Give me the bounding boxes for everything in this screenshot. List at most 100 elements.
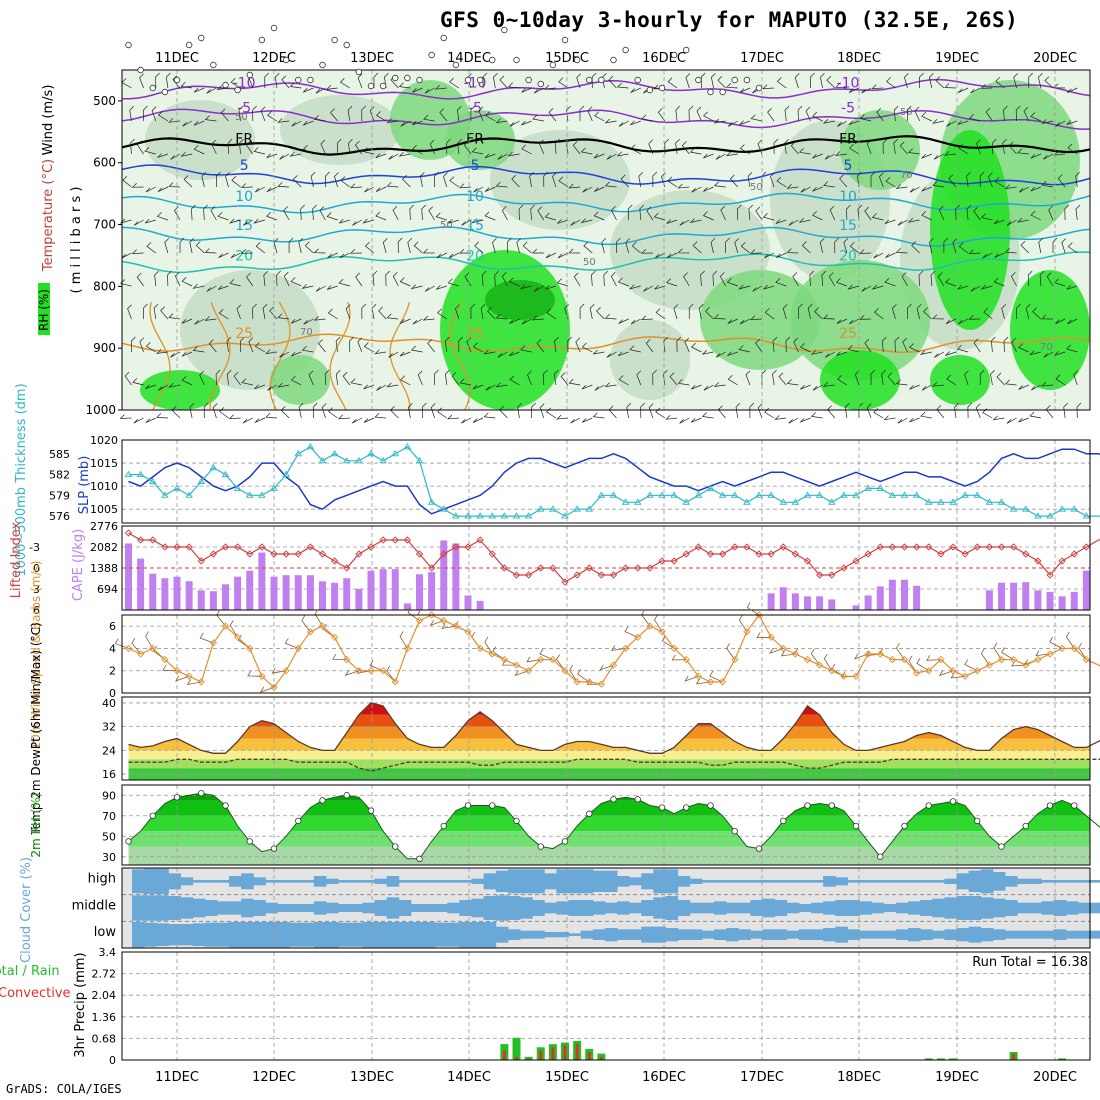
upper-wind-barb-78-10 <box>1076 402 1082 419</box>
upper-wind-barb-28-3 <box>459 183 472 189</box>
thickness-marker-51 <box>743 498 751 505</box>
upper-wind-barb-1-3 <box>131 183 144 188</box>
upper-wind-barb-48-6 <box>712 270 718 287</box>
noop-28 <box>464 76 472 84</box>
pressure-tick-label-2: 700 <box>93 218 116 232</box>
rh-marker-26 <box>440 822 447 830</box>
upper-wind-barb-22-3 <box>386 181 399 188</box>
surface-wind-barb-26 <box>429 620 444 627</box>
surface-wind-barb-9 <box>229 620 238 638</box>
upper-wind-barb-6-2 <box>193 145 205 155</box>
upper-wind-barb-37-6 <box>573 272 581 287</box>
upper-wind-barb-71-3 <box>987 172 993 188</box>
upper-wind-barb-78-6 <box>1066 285 1078 290</box>
upper-wind-barb-51-2 <box>739 144 751 155</box>
upper-wind-barb-75-4 <box>1030 210 1042 221</box>
upper-wind-barb-34-0 <box>533 87 544 94</box>
upper-wind-barb-33-4 <box>530 204 535 221</box>
upper-wind-barb-14-2 <box>289 151 302 157</box>
upper-wind-barb-63-0 <box>886 77 896 89</box>
upper-wind-barb-8-9 <box>226 369 232 386</box>
upper-wind-barb-57-7 <box>814 307 823 320</box>
upper-wind-barb-13-8 <box>279 351 290 358</box>
wind-speed-marker-23 <box>403 644 412 653</box>
cloud-high-18 <box>350 880 363 883</box>
cloud-middle-66 <box>932 898 945 918</box>
dewpoint-line <box>128 758 1100 772</box>
upper-wind-barb-43-10 <box>648 403 654 419</box>
upper-wind-barb-50-4 <box>736 204 742 221</box>
rh-marker-50 <box>731 827 738 835</box>
upper-wind-barb-3-3 <box>157 186 169 193</box>
upper-wind-barb-21-6 <box>385 270 390 287</box>
isotherm-label-2-2: FR <box>839 131 857 147</box>
upper-wind-barb-59-9 <box>837 374 848 386</box>
upper-wind-barb-23-6 <box>399 277 411 287</box>
upper-wind-barb-4-3 <box>168 182 181 188</box>
upper-wind-barb-71-2 <box>991 138 997 155</box>
isotherm-label-1-1: -5 <box>468 100 482 116</box>
precip-conv-bar-33 <box>527 1058 531 1060</box>
upper-wind-barb-43-3 <box>652 171 658 188</box>
upper-wind-barb-6-5 <box>195 241 205 254</box>
surface-wind-barb-68 <box>938 670 954 677</box>
cloud-middle-56 <box>811 902 824 914</box>
date-top-0: 11DEC <box>155 51 199 66</box>
lifted-marker-14 <box>294 550 302 558</box>
cloud-middle-61 <box>871 902 885 914</box>
upper-wind-barb-44-4 <box>653 212 666 221</box>
upper-wind-barb-39-6 <box>603 270 609 287</box>
surface-wind-barb-55 <box>780 650 796 657</box>
cloud-low-48 <box>714 929 727 940</box>
upper-wind-barb-63-10 <box>883 415 896 421</box>
date-top-1: 12DEC <box>252 51 296 66</box>
rh-marker-32 <box>513 817 520 825</box>
wind-speed-marker-45 <box>670 644 678 653</box>
lifted-marker-30 <box>488 550 496 558</box>
pressure-tick-label-3: 800 <box>93 279 116 293</box>
upper-wind-barb-16-8 <box>318 339 326 353</box>
upper-wind-barb-10-5 <box>240 249 253 254</box>
upper-wind-barb-42-1 <box>630 120 641 126</box>
thickness-marker-60 <box>852 491 860 498</box>
thickness-marker-31 <box>500 512 509 519</box>
upper-wind-barb-57-5 <box>819 238 825 254</box>
slp-axis-label: SLP (mb) <box>77 456 92 515</box>
wind-tick-label-3: 6 <box>109 620 116 633</box>
cloud-middle-69 <box>968 896 982 920</box>
lifted-marker-8 <box>221 543 230 551</box>
cloud-middle-20 <box>374 900 388 916</box>
cloud-middle-19 <box>362 902 375 914</box>
upper-wind-barb-15-8 <box>301 345 314 353</box>
rh-area-21 <box>820 350 900 410</box>
cloud-middle-53 <box>774 900 788 916</box>
upper-wind-barb-62-3 <box>878 172 884 188</box>
wind-speed-marker-4 <box>173 667 181 675</box>
upper-wind-barb-30-6 <box>494 270 499 287</box>
cloud-high-36 <box>568 869 582 894</box>
cape-bar-71 <box>985 590 993 610</box>
upper-wind-barb-42-3 <box>638 171 644 188</box>
precip-conv-bar-37 <box>575 1044 579 1060</box>
upper-wind-barb-27-8 <box>458 336 463 353</box>
cloud-high-44 <box>665 869 679 894</box>
cloud-middle-58 <box>835 900 848 916</box>
upper-wind-barb-36-4 <box>557 219 569 224</box>
surface-wind-barb-52 <box>746 602 760 616</box>
upper-wind-barb-18-2 <box>348 138 353 155</box>
cloud-high-49 <box>726 880 739 883</box>
upper-wind-barb-47-0 <box>700 72 706 89</box>
surface-wind-barb-77 <box>1049 636 1063 649</box>
upper-wind-barb-3-7 <box>160 306 169 320</box>
precip-conv-bar-36 <box>563 1045 567 1060</box>
upper-wind-barb-59-4 <box>846 204 851 221</box>
upper-wind-barb-11-8 <box>254 342 266 353</box>
upper-wind-barb-33-2 <box>521 144 532 155</box>
surface-wind-barb-76 <box>1035 650 1051 656</box>
cloud-middle-37 <box>580 900 594 916</box>
noop-16 <box>319 61 326 69</box>
upper-wind-barb-31-5 <box>507 237 512 253</box>
cloud-low-52 <box>762 929 776 940</box>
upper-wind-barb-21-10 <box>374 412 387 419</box>
upper-wind-barb-35-7 <box>546 308 557 320</box>
